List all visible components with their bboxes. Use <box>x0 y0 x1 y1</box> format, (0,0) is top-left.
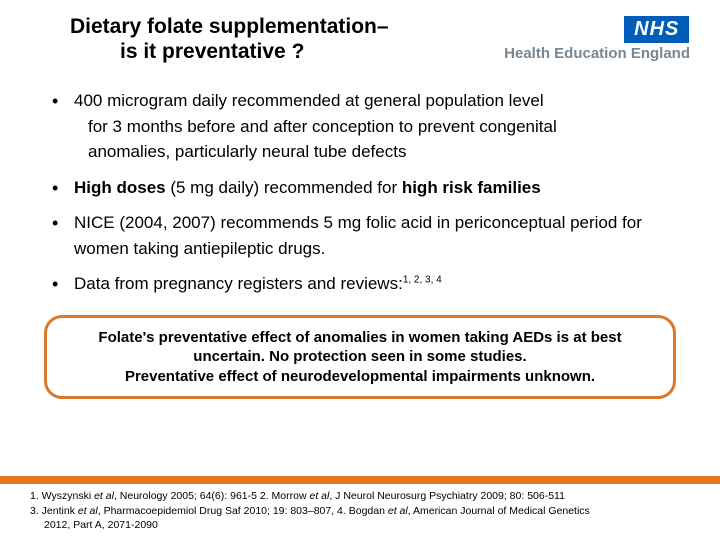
divider-bar <box>0 476 720 484</box>
bullet-1-cont2: anomalies, particularly neural tube defe… <box>74 139 690 165</box>
callout-line1: Folate's preventative effect of anomalie… <box>61 328 659 367</box>
bullet-3-text: NICE (2004, 2007) recommends 5 mg folic … <box>74 213 642 258</box>
hee-logo-text: Health Education England <box>504 45 690 62</box>
bullet-4-text: Data from pregnancy registers and review… <box>74 274 403 293</box>
slide: Dietary folate supplementation– is it pr… <box>0 0 720 540</box>
callout-wrap: Folate's preventative effect of anomalie… <box>30 315 690 400</box>
header: Dietary folate supplementation– is it pr… <box>30 10 690 64</box>
bullet-4: Data from pregnancy registers and review… <box>52 271 690 297</box>
references: 1. Wyszynski et al, Neurology 2005; 64(6… <box>30 489 690 532</box>
nhs-logo: NHS <box>624 16 689 43</box>
slide-title: Dietary folate supplementation– is it pr… <box>30 10 389 64</box>
title-line1: Dietary folate supplementation– <box>70 14 389 39</box>
ref-line-1: 1. Wyszynski et al, Neurology 2005; 64(6… <box>30 489 690 503</box>
ref-line-2: 3. Jentink et al, Pharmacoepidemiol Drug… <box>30 504 690 518</box>
bullet-1: 400 microgram daily recommended at gener… <box>52 88 690 165</box>
callout-box: Folate's preventative effect of anomalie… <box>44 315 676 400</box>
bullet-2: High doses (5 mg daily) recommended for … <box>52 175 690 201</box>
logo-area: NHS Health Education England <box>504 10 690 62</box>
bullet-1-cont1: for 3 months before and after conception… <box>74 114 690 140</box>
callout-line2: Preventative effect of neurodevelopmenta… <box>61 367 659 387</box>
bullet-3: NICE (2004, 2007) recommends 5 mg folic … <box>52 210 690 261</box>
title-line2: is it preventative ? <box>70 39 389 64</box>
bullet-list: 400 microgram daily recommended at gener… <box>52 88 690 297</box>
body-content: 400 microgram daily recommended at gener… <box>30 88 690 297</box>
bullet-1-text: 400 microgram daily recommended at gener… <box>74 91 544 110</box>
ref-line-3: 2012, Part A, 2071-2090 <box>30 518 690 532</box>
bullet-4-sup: 1, 2, 3, 4 <box>403 275 442 286</box>
